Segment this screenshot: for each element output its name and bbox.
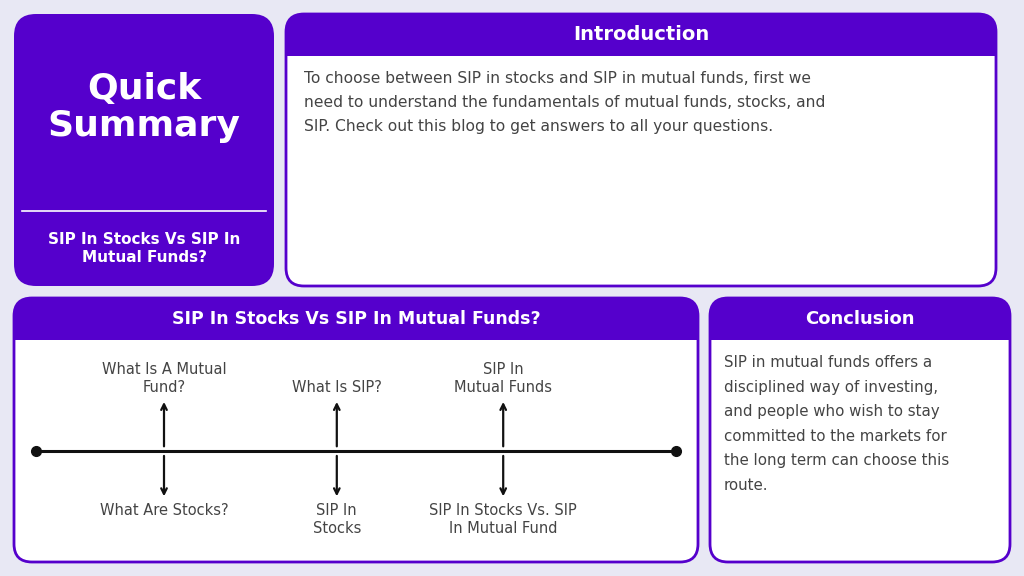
Text: SIP In
Mutual Funds: SIP In Mutual Funds <box>455 362 552 395</box>
Text: Conclusion: Conclusion <box>805 310 914 328</box>
FancyBboxPatch shape <box>14 298 698 562</box>
Text: Introduction: Introduction <box>572 25 710 44</box>
FancyBboxPatch shape <box>710 319 1010 340</box>
Text: What Are Stocks?: What Are Stocks? <box>99 503 228 518</box>
FancyBboxPatch shape <box>710 298 1010 340</box>
FancyBboxPatch shape <box>286 14 996 286</box>
Text: Quick
Summary: Quick Summary <box>47 72 241 143</box>
FancyBboxPatch shape <box>14 298 698 340</box>
FancyBboxPatch shape <box>710 298 1010 562</box>
Text: SIP In Stocks Vs SIP In
Mutual Funds?: SIP In Stocks Vs SIP In Mutual Funds? <box>48 232 241 266</box>
FancyBboxPatch shape <box>286 14 996 56</box>
FancyBboxPatch shape <box>14 319 698 340</box>
Text: What Is A Mutual
Fund?: What Is A Mutual Fund? <box>101 362 226 395</box>
Text: What Is SIP?: What Is SIP? <box>292 380 382 395</box>
FancyBboxPatch shape <box>14 14 274 286</box>
Text: SIP In Stocks Vs SIP In Mutual Funds?: SIP In Stocks Vs SIP In Mutual Funds? <box>172 310 541 328</box>
Text: SIP In Stocks Vs. SIP
In Mutual Fund: SIP In Stocks Vs. SIP In Mutual Fund <box>429 503 578 536</box>
Text: To choose between SIP in stocks and SIP in mutual funds, first we
need to unders: To choose between SIP in stocks and SIP … <box>304 71 825 134</box>
Text: SIP In
Stocks: SIP In Stocks <box>312 503 361 536</box>
Text: SIP in mutual funds offers a
disciplined way of investing,
and people who wish t: SIP in mutual funds offers a disciplined… <box>724 355 949 493</box>
FancyBboxPatch shape <box>286 35 996 56</box>
